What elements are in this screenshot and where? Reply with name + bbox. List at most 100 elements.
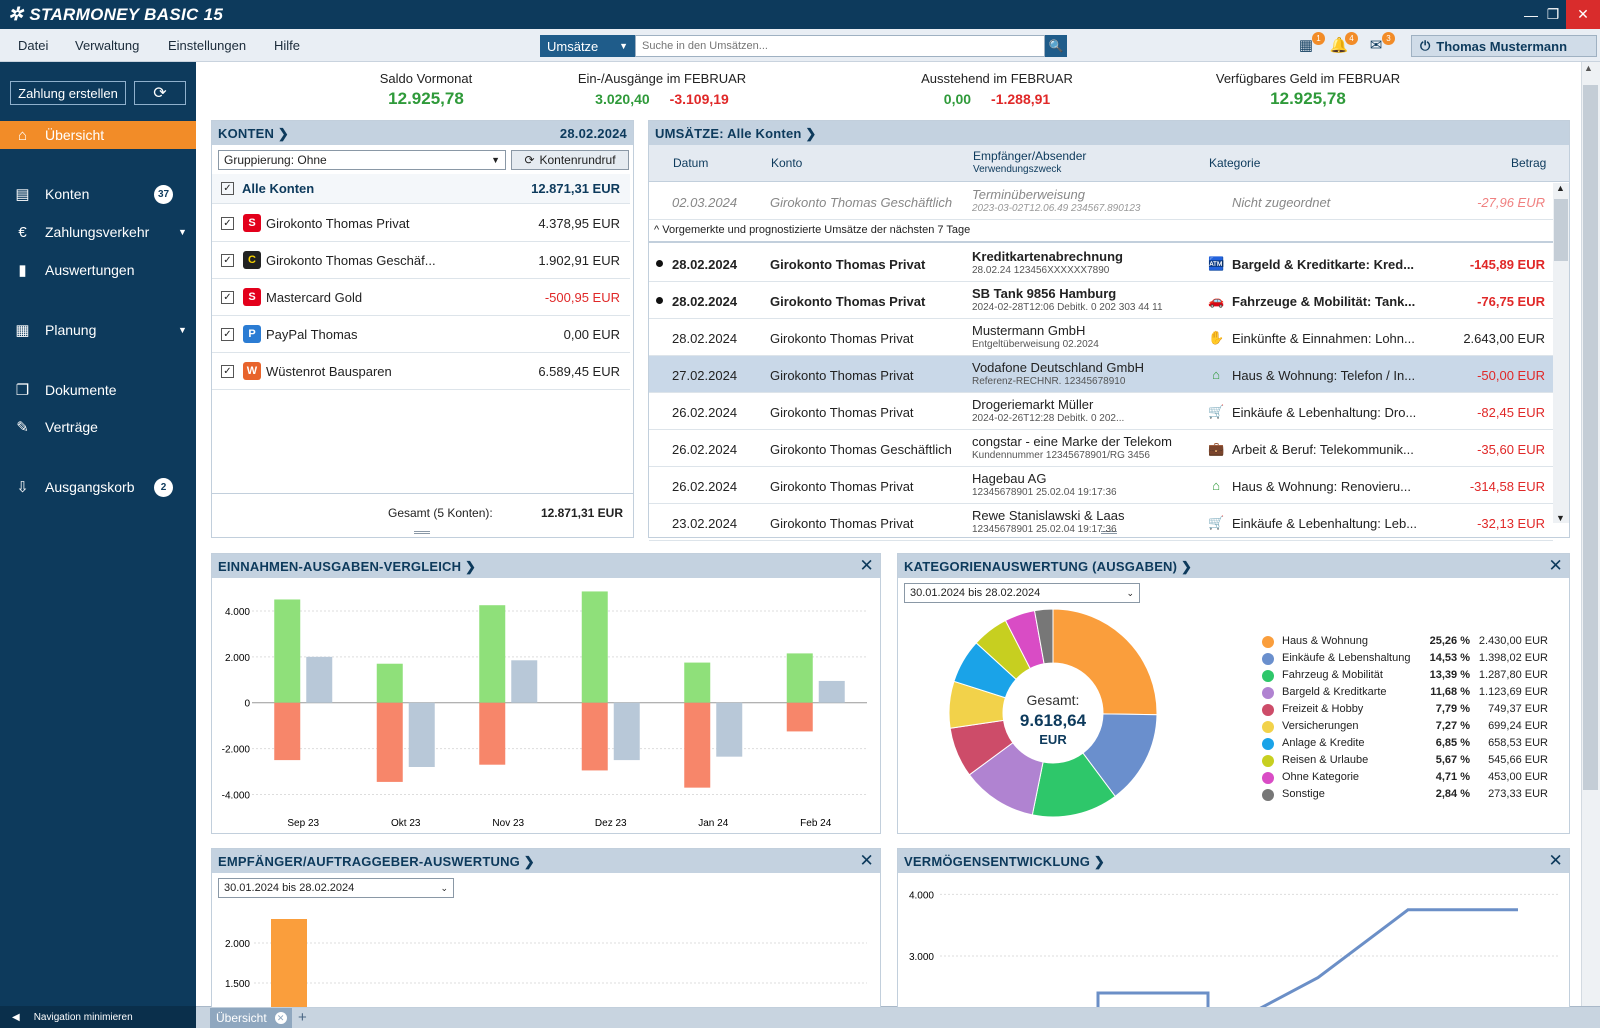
- contracts-icon: ✎: [16, 419, 29, 436]
- grouping-select[interactable]: Gruppierung: Ohne ▼: [218, 150, 506, 170]
- menu-datei[interactable]: Datei: [18, 38, 49, 53]
- sidebar-item-bersicht[interactable]: ⌂ Übersicht: [0, 121, 196, 149]
- col-empfaenger[interactable]: Empfänger/Absender: [973, 149, 1087, 163]
- y-tick-label: 4.000: [225, 607, 250, 618]
- transaction-row[interactable]: 28.02.2024 Girokonto Thomas Privat Musterm…: [649, 319, 1553, 356]
- account-row[interactable]: ✓ P PayPal Thomas 0,00 EUR: [212, 316, 630, 353]
- transaction-row[interactable]: 26.02.2024 Girokonto Thomas Privat Drogeri…: [649, 393, 1553, 430]
- date-range-select[interactable]: 30.01.2024 bis 28.02.2024 ⌄: [218, 878, 454, 898]
- expand-arrow-icon[interactable]: ▼: [178, 227, 187, 237]
- umsaetze-header[interactable]: UMSÄTZE: Alle Konten ❯: [649, 121, 1569, 145]
- scroll-up-icon[interactable]: ▲: [1584, 63, 1593, 73]
- checkbox[interactable]: ✓: [221, 182, 234, 195]
- messages-button[interactable]: ✉ 3: [1363, 32, 1395, 56]
- checkbox[interactable]: ✓: [221, 364, 234, 378]
- scheduled-row[interactable]: 02.03.2024 Girokonto Thomas Geschäftlich…: [649, 183, 1553, 220]
- resize-handle[interactable]: [1101, 531, 1117, 534]
- resize-handle[interactable]: [414, 531, 430, 534]
- menu-verwaltung[interactable]: Verwaltung: [75, 38, 140, 53]
- checkbox[interactable]: ✓: [221, 290, 234, 304]
- menu-hilfe[interactable]: Hilfe: [274, 38, 301, 53]
- expand-arrow-icon[interactable]: ▼: [178, 325, 187, 335]
- bar: [716, 702, 743, 757]
- chevron-right-icon: ❯: [1093, 854, 1105, 869]
- sidebar-item-zahlungsverkehr[interactable]: € Zahlungsverkehr ▼: [0, 218, 196, 246]
- minimize-window-button[interactable]: —: [1524, 6, 1538, 23]
- empf-header[interactable]: EMPFÄNGER/AUFTRAGGEBER-AUSWERTUNG ❯ ✕: [212, 849, 880, 873]
- kontenrundruf-button[interactable]: ⟳ Kontenrundruf: [511, 150, 629, 170]
- chevron-right-icon: ❯: [1181, 559, 1193, 574]
- close-icon[interactable]: ✕: [859, 556, 874, 575]
- tab-uebersicht[interactable]: Übersicht ✕: [210, 1008, 292, 1028]
- account-row[interactable]: ✓ S Girokonto Thomas Privat 4.378,95 EUR: [212, 205, 630, 242]
- menu-einstellungen[interactable]: Einstellungen: [168, 38, 247, 53]
- col-kategorie[interactable]: Kategorie: [1209, 156, 1261, 170]
- table-scroll-down-icon[interactable]: ▼: [1556, 513, 1565, 523]
- donut-slice: [1033, 608, 1054, 665]
- verm-header[interactable]: VERMÖGENSENTWICKLUNG ❯ ✕: [898, 849, 1569, 873]
- app-logo: ✲ STARMONEY BASIC 15: [8, 4, 224, 24]
- table-scroll-up-icon[interactable]: ▲: [1556, 183, 1565, 193]
- konten-header[interactable]: KONTEN ❯ 28.02.2024: [212, 121, 633, 145]
- close-icon[interactable]: ✕: [859, 851, 874, 870]
- col-datum[interactable]: Datum: [673, 156, 709, 170]
- house-icon: ⌂: [1212, 478, 1220, 493]
- legend-item: Einkäufe & Lebenshaltung 14,53 % 1.398,02 …: [1262, 651, 1582, 668]
- col-betrag[interactable]: Betrag: [1511, 156, 1547, 170]
- kategorie-header[interactable]: KATEGORIENAUSWERTUNG (AUSGABEN) ❯ ✕: [898, 554, 1569, 578]
- col-zweck[interactable]: Verwendungszweck: [973, 164, 1062, 175]
- close-icon[interactable]: ✕: [1548, 556, 1563, 575]
- transaction-row[interactable]: 26.02.2024 Girokonto Thomas Geschäftlich c…: [649, 430, 1553, 467]
- search-scope-select[interactable]: Umsätze ▼: [540, 35, 635, 57]
- calendar-button[interactable]: ▦ 1: [1293, 32, 1325, 56]
- restore-window-button[interactable]: ❐: [1546, 6, 1560, 22]
- account-row[interactable]: ✓ S Mastercard Gold -500,95 EUR: [212, 279, 630, 316]
- income-icon: ✋: [1208, 330, 1225, 345]
- checkbox[interactable]: ✓: [221, 216, 234, 230]
- search-input[interactable]: [635, 35, 1045, 57]
- notifications-button[interactable]: 🔔 4: [1326, 32, 1358, 56]
- x-tick-label: Jan 24: [698, 818, 728, 829]
- transaction-row[interactable]: 27.02.2024 Girokonto Thomas Privat Vodafon…: [649, 356, 1553, 393]
- account-row[interactable]: ✓ C Girokonto Thomas Geschäf... 1.902,91 EU…: [212, 242, 630, 279]
- eav-header[interactable]: EINNAHMEN-AUSGABEN-VERGLEICH ❯ ✕: [212, 554, 880, 578]
- bar: [786, 653, 813, 703]
- sidebar-item-ausgangskorb[interactable]: ⇩ Ausgangskorb 2: [0, 473, 196, 501]
- transaction-row[interactable]: 28.02.2024 Girokonto Thomas Privat Kreditk…: [649, 245, 1553, 282]
- navigation-minimize-button[interactable]: ◀ Navigation minimieren: [0, 1006, 196, 1028]
- sidebar-item-vertrge[interactable]: ✎ Verträge: [0, 413, 196, 441]
- user-button[interactable]: ⏻ Thomas Mustermann: [1411, 35, 1597, 57]
- sidebar-item-konten[interactable]: ▤ Konten 37: [0, 180, 196, 208]
- table-scrollbar[interactable]: [1553, 183, 1569, 523]
- sidebar-item-auswertungen[interactable]: ▮ Auswertungen: [0, 256, 196, 284]
- close-tab-icon[interactable]: ✕: [274, 1012, 287, 1024]
- legend-item: Versicherungen 7,27 % 699,24 EUR: [1262, 719, 1582, 736]
- chevron-down-icon: ⌄: [440, 882, 448, 893]
- checkbox[interactable]: ✓: [221, 253, 234, 267]
- add-tab-button[interactable]: +: [298, 1009, 307, 1026]
- transaction-row[interactable]: 26.02.2024 Girokonto Thomas Privat Hagebau…: [649, 467, 1553, 504]
- all-accounts-row[interactable]: ✓ Alle Konten 12.871,31 EUR: [212, 174, 630, 204]
- main-scrollbar-thumb[interactable]: [1583, 85, 1598, 790]
- sidebar-item-planung[interactable]: ▦ Planung ▼: [0, 316, 196, 344]
- account-row[interactable]: ✓ W Wüstenrot Bausparen 6.589,45 EUR: [212, 353, 630, 390]
- col-konto[interactable]: Konto: [771, 156, 803, 170]
- chevron-up-icon: ^: [654, 224, 660, 236]
- close-icon[interactable]: ✕: [1548, 851, 1563, 870]
- legend-item: Ohne Kategorie 4,71 % 453,00 EUR: [1262, 770, 1582, 787]
- search-button[interactable]: 🔍: [1045, 35, 1067, 57]
- y-tick-label: -2.000: [222, 745, 251, 756]
- refresh-button[interactable]: ⟳: [134, 81, 186, 105]
- wuestenrot-icon: W: [243, 362, 261, 380]
- table-scrollbar-thumb[interactable]: [1554, 199, 1568, 261]
- legend-color-dot: [1262, 721, 1274, 733]
- prognose-toggle[interactable]: ^ Vorgemerkte und prognostizierte Umsätz…: [649, 221, 1553, 243]
- transaction-row[interactable]: 23.02.2024 Girokonto Thomas Privat Rewe St…: [649, 504, 1553, 541]
- date-range-select[interactable]: 30.01.2024 bis 28.02.2024 ⌄: [904, 583, 1140, 603]
- bar: [408, 702, 435, 767]
- sidebar-item-dokumente[interactable]: ❐ Dokumente: [0, 376, 196, 404]
- checkbox[interactable]: ✓: [221, 327, 234, 341]
- close-window-button[interactable]: ✕: [1566, 0, 1600, 29]
- transaction-row[interactable]: 28.02.2024 Girokonto Thomas Privat SB Tank…: [649, 282, 1553, 319]
- create-payment-button[interactable]: Zahlung erstellen: [10, 81, 126, 105]
